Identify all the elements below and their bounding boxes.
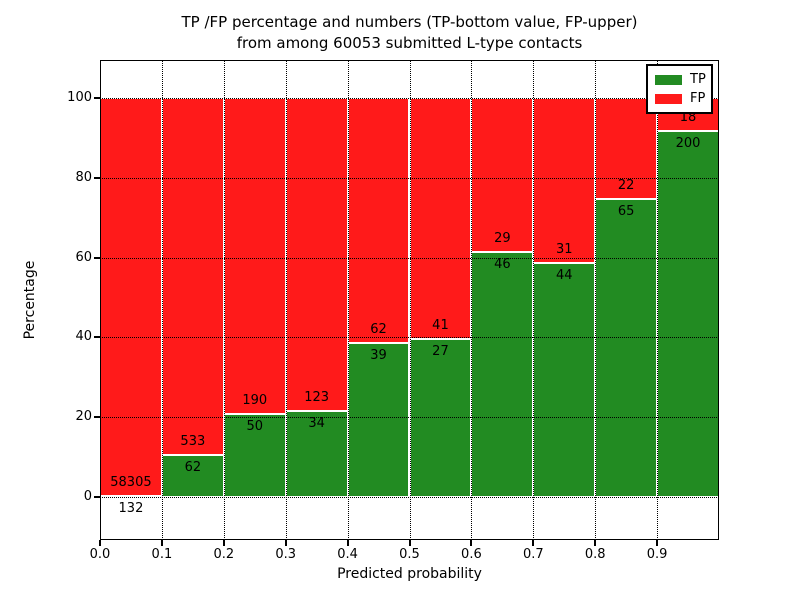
- gridline-vertical: [471, 60, 473, 540]
- y-tick-mark: [94, 97, 100, 99]
- bar-segment-tp: [471, 252, 534, 497]
- x-tick-mark: [222, 540, 225, 546]
- legend: TP FP: [646, 64, 713, 114]
- bar-label-tp-count: 62: [184, 460, 202, 476]
- bar-label-tp-count: 200: [675, 135, 701, 151]
- y-tick-mark: [94, 496, 100, 498]
- bar-segment-fp: [409, 98, 472, 339]
- y-axis-label: Percentage: [22, 260, 38, 340]
- bar-segment-tp: [347, 342, 410, 497]
- legend-label-fp: FP: [690, 90, 706, 106]
- bar-segment-tp: [161, 455, 224, 497]
- bar-segment-fp: [100, 98, 162, 497]
- bar-segment-fp: [533, 98, 596, 263]
- bar-label-fp-count: 58305: [110, 475, 152, 491]
- x-tick-label: 0.5: [399, 547, 420, 562]
- x-tick-label: 0.4: [337, 547, 358, 562]
- gridline-vertical: [285, 60, 287, 540]
- chart-title-line2: from among 60053 submitted L-type contac…: [236, 34, 583, 52]
- x-tick-label: 0.2: [213, 547, 235, 562]
- bar-label-tp-count: 132: [118, 501, 144, 517]
- bar-segment-tp: [595, 198, 658, 497]
- x-tick-mark: [99, 540, 101, 546]
- bar-segment-fp: [471, 98, 534, 253]
- bar-label-tp-count: 44: [555, 267, 573, 283]
- x-tick-mark: [346, 540, 349, 546]
- gridline-vertical: [347, 60, 349, 540]
- y-tick-mark: [94, 336, 100, 339]
- gridline-vertical: [533, 60, 535, 540]
- y-tick-label: 60: [75, 249, 92, 265]
- x-axis-label: Predicted probability: [337, 566, 482, 582]
- chart-title-line1: TP /FP percentage and numbers (TP-bottom…: [181, 13, 638, 31]
- bar-segment-fp: [223, 98, 286, 414]
- gridline-vertical: [409, 60, 411, 540]
- bar-label-fp-count: 190: [242, 392, 268, 408]
- bar-label-fp-count: 31: [555, 241, 573, 257]
- x-tick-label: 0.7: [522, 547, 544, 562]
- y-tick-label: 100: [67, 90, 92, 105]
- bar-label-tp-count: 39: [370, 347, 387, 363]
- bar-label-fp-count: 29: [494, 231, 511, 247]
- legend-label-tp: TP: [690, 71, 706, 87]
- bar-label-tp-count: 65: [617, 203, 635, 219]
- bar-label-fp-count: 22: [617, 177, 635, 193]
- gridline-vertical: [223, 60, 225, 540]
- plot-area: 58305 132 533 62 190 50 123 34 62 39 41 27 29 46 31 44 2…: [100, 60, 719, 540]
- y-tick-label: 80: [75, 169, 92, 185]
- y-tick-label: 40: [75, 329, 92, 345]
- x-tick-mark: [284, 540, 287, 546]
- y-tick-label: 0: [83, 489, 92, 504]
- x-tick-mark: [470, 540, 473, 546]
- y-tick-mark: [94, 416, 100, 419]
- x-tick-mark: [656, 540, 659, 546]
- y-tick-mark: [94, 176, 100, 179]
- gridline-vertical: [595, 60, 597, 540]
- bar-segment-fp: [347, 98, 410, 343]
- x-tick-label: 0.8: [584, 547, 606, 562]
- x-tick-mark: [532, 540, 535, 546]
- x-tick-mark: [160, 540, 163, 546]
- bar-label-fp-count: 41: [432, 317, 449, 333]
- bar-segment-tp: [533, 262, 596, 497]
- legend-entry-tp: TP: [655, 71, 706, 87]
- bar-segment-fp: [285, 98, 348, 411]
- bar-label-tp-count: 50: [246, 418, 264, 434]
- x-tick-label: 0.0: [89, 547, 111, 562]
- bar-label-fp-count: 123: [304, 389, 330, 405]
- x-tick-mark: [594, 540, 597, 546]
- x-tick-label: 0.1: [151, 547, 173, 562]
- x-tick-label: 0.9: [646, 547, 668, 562]
- gridline-vertical: [161, 60, 163, 540]
- bar-label-tp-count: 34: [308, 415, 325, 431]
- bar-label-tp-count: 27: [432, 343, 449, 359]
- x-tick-label: 0.6: [461, 547, 482, 562]
- y-tick-label: 20: [75, 409, 92, 425]
- bar-segment-tp: [223, 413, 286, 497]
- fp-color-swatch: [655, 93, 682, 104]
- tp-color-swatch: [655, 74, 682, 85]
- x-tick-mark: [408, 540, 411, 546]
- bar-segment-tp: [285, 410, 348, 497]
- legend-entry-fp: FP: [655, 90, 706, 106]
- bar-segment-fp: [161, 98, 224, 456]
- bar-label-tp-count: 46: [494, 257, 511, 273]
- x-tick-label: 0.3: [275, 547, 297, 562]
- bar-label-fp-count: 62: [370, 321, 387, 337]
- bar-label-fp-count: 533: [180, 434, 206, 450]
- y-tick-mark: [94, 256, 100, 259]
- gridline-vertical: [657, 60, 659, 540]
- bar-segment-tp: [657, 130, 719, 497]
